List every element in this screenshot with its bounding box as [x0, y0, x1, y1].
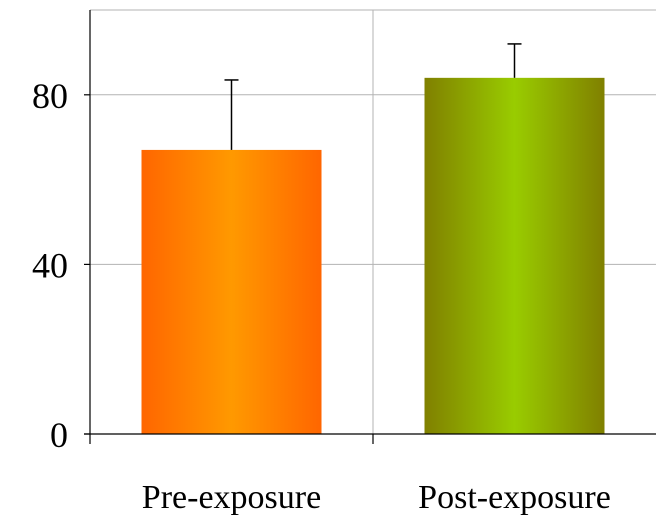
- x-tick-label-post-exposure: Post-exposure: [418, 479, 611, 516]
- y-tick-label-1: 40: [32, 245, 68, 285]
- y-tick-label-0: 0: [50, 415, 68, 455]
- bar-pre-exposure: [141, 149, 322, 435]
- axes: [84, 10, 656, 444]
- bars: [141, 43, 605, 435]
- labels: 0 40 80 Pre-exposure Post-exposure: [32, 76, 611, 516]
- y-tick-label-2: 80: [32, 76, 68, 116]
- x-tick-label-pre-exposure: Pre-exposure: [142, 479, 321, 516]
- bar-post-exposure: [424, 77, 605, 434]
